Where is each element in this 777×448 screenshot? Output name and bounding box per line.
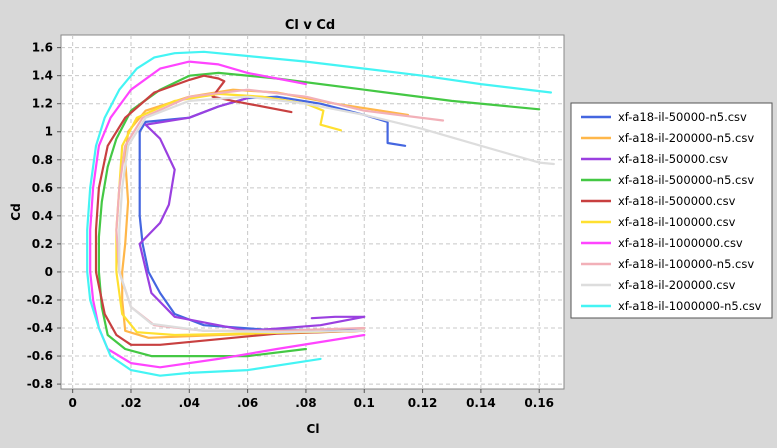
x-tick-label: .02	[120, 396, 141, 410]
y-tick-label: -0.6	[27, 349, 53, 363]
x-tick-label: .04	[179, 396, 200, 410]
legend-label: xf-a18-il-50000.csv	[618, 152, 728, 166]
legend-label: xf-a18-il-500000.csv	[618, 194, 736, 208]
y-axis-label: Cd	[9, 203, 23, 220]
y-tick-label: 1	[45, 125, 53, 139]
y-tick-label: 1.2	[32, 97, 53, 111]
legend-label: xf-a18-il-1000000.csv	[618, 236, 743, 250]
series-line-3	[138, 96, 366, 332]
series-line-7	[89, 60, 366, 369]
y-tick-label: 1.6	[32, 41, 53, 55]
axis-layer: 0 .02 .04 .06 .08 0.1 0.12 0.14 0.16 -0.8 -0.6 -0.4…	[27, 41, 554, 410]
legend-label: xf-a18-il-100000-n5.csv	[618, 257, 754, 271]
x-tick-label: .06	[237, 396, 258, 410]
y-tick-label: 0.6	[32, 181, 53, 195]
x-tick-label: .08	[295, 396, 316, 410]
series-line-9	[118, 95, 555, 334]
series-line-6	[115, 92, 366, 337]
y-tick-label: -0.2	[27, 293, 53, 307]
y-tick-label: 0.4	[32, 209, 53, 223]
x-tick-label: 0.14	[466, 396, 496, 410]
series-layer	[86, 50, 555, 377]
legend-label: xf-a18-il-500000-n5.csv	[618, 173, 754, 187]
chart-title: Cl v Cd	[285, 18, 335, 33]
legend: xf-a18-il-50000-n5.csv xf-a18-il-200000-n…	[570, 102, 773, 319]
legend-label: xf-a18-il-100000.csv	[618, 215, 736, 229]
y-tick-label: -0.4	[27, 321, 53, 335]
x-tick-label: 0.16	[524, 396, 554, 410]
x-tick-label: 0.1	[354, 396, 375, 410]
y-tick-label: 0	[45, 265, 53, 279]
y-tick-label: 0.2	[32, 237, 53, 251]
x-axis-label: Cl	[307, 422, 320, 436]
y-tick-label: -0.8	[27, 377, 53, 391]
legend-items: xf-a18-il-50000-n5.csv xf-a18-il-200000-n…	[581, 110, 762, 313]
plot-area	[60, 34, 565, 390]
x-tick-label: 0	[68, 396, 76, 410]
legend-label: xf-a18-il-1000000-n5.csv	[618, 299, 762, 313]
y-tick-label: 0.8	[32, 153, 53, 167]
grid-layer	[61, 35, 564, 389]
legend-label: xf-a18-il-50000-n5.csv	[618, 110, 747, 124]
legend-label: xf-a18-il-200000-n5.csv	[618, 131, 754, 145]
series-line-10	[86, 50, 553, 377]
y-tick-label: 1.4	[32, 69, 53, 83]
legend-label: xf-a18-il-200000.csv	[618, 278, 736, 292]
x-tick-label: 0.12	[408, 396, 438, 410]
series-line-5	[94, 74, 366, 346]
